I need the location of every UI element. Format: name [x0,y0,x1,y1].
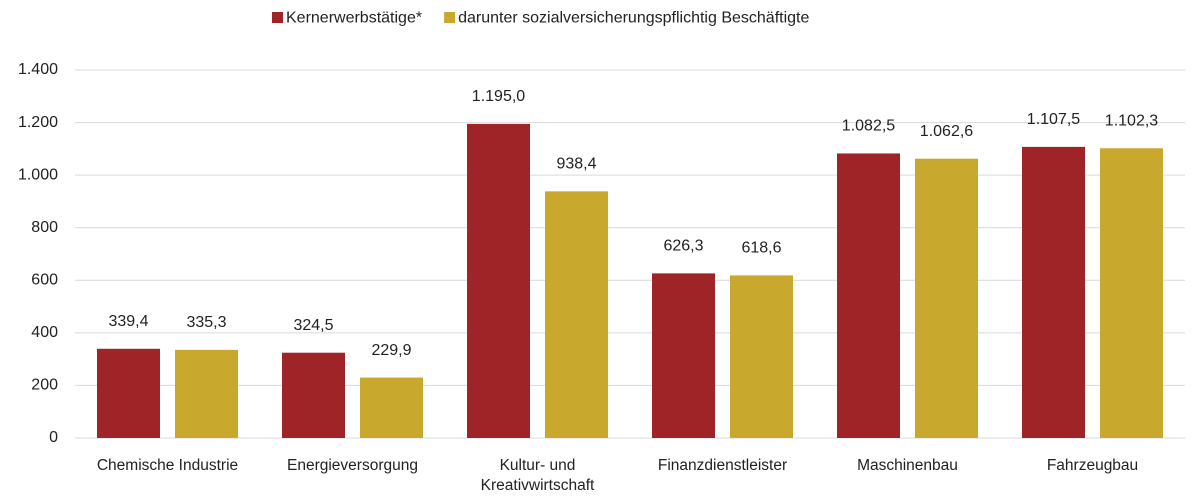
bar [545,191,608,438]
x-tick-label: Finanzdienstleister [657,457,788,474]
y-tick-label: 200 [31,377,58,394]
data-label: 335,3 [186,314,226,331]
bar [282,352,345,438]
x-tick-label: Maschinenbau [857,457,958,474]
bar [97,348,160,438]
bar [1022,146,1085,438]
x-tick-label: Fahrzeugbau [1046,457,1139,474]
x-tick-label: Kultur- und Kreativwirtschaft [480,457,595,494]
data-label: 1.102,3 [1105,112,1158,129]
bar [652,273,715,438]
legend-swatch [272,12,283,23]
legend-swatch [444,12,456,23]
x-tick-label: Chemische Industrie [96,457,239,474]
y-tick-label: 1.200 [18,114,58,131]
data-label: 938,4 [556,156,596,173]
y-tick-label: 400 [31,324,58,341]
bar [730,275,793,438]
y-tick-label: 800 [31,219,58,236]
bar [467,123,530,438]
bar [837,153,900,438]
x-tick-label: Energieversorgung [287,457,418,474]
data-label: 1.082,5 [842,118,895,135]
data-label: 324,5 [293,317,333,334]
bar [915,158,978,439]
data-label: 1.107,5 [1027,111,1080,128]
data-label: 618,6 [741,240,781,257]
y-tick-label: 0 [49,429,58,446]
bar [1100,148,1163,439]
data-label: 1.195,0 [472,88,525,105]
bar [360,377,423,438]
bar [175,349,238,438]
data-label: 1.062,6 [920,123,973,140]
legend-label: darunter sozialversicherungspflichtig Be… [458,10,809,27]
data-label: 339,4 [108,313,148,330]
legend-label: Kernerwerbstätige* [286,10,422,27]
data-label: 626,3 [663,238,703,255]
y-tick-label: 1.000 [18,166,58,183]
y-tick-label: 600 [31,272,58,289]
data-label: 229,9 [371,342,411,359]
y-tick-label: 1.400 [18,61,58,78]
